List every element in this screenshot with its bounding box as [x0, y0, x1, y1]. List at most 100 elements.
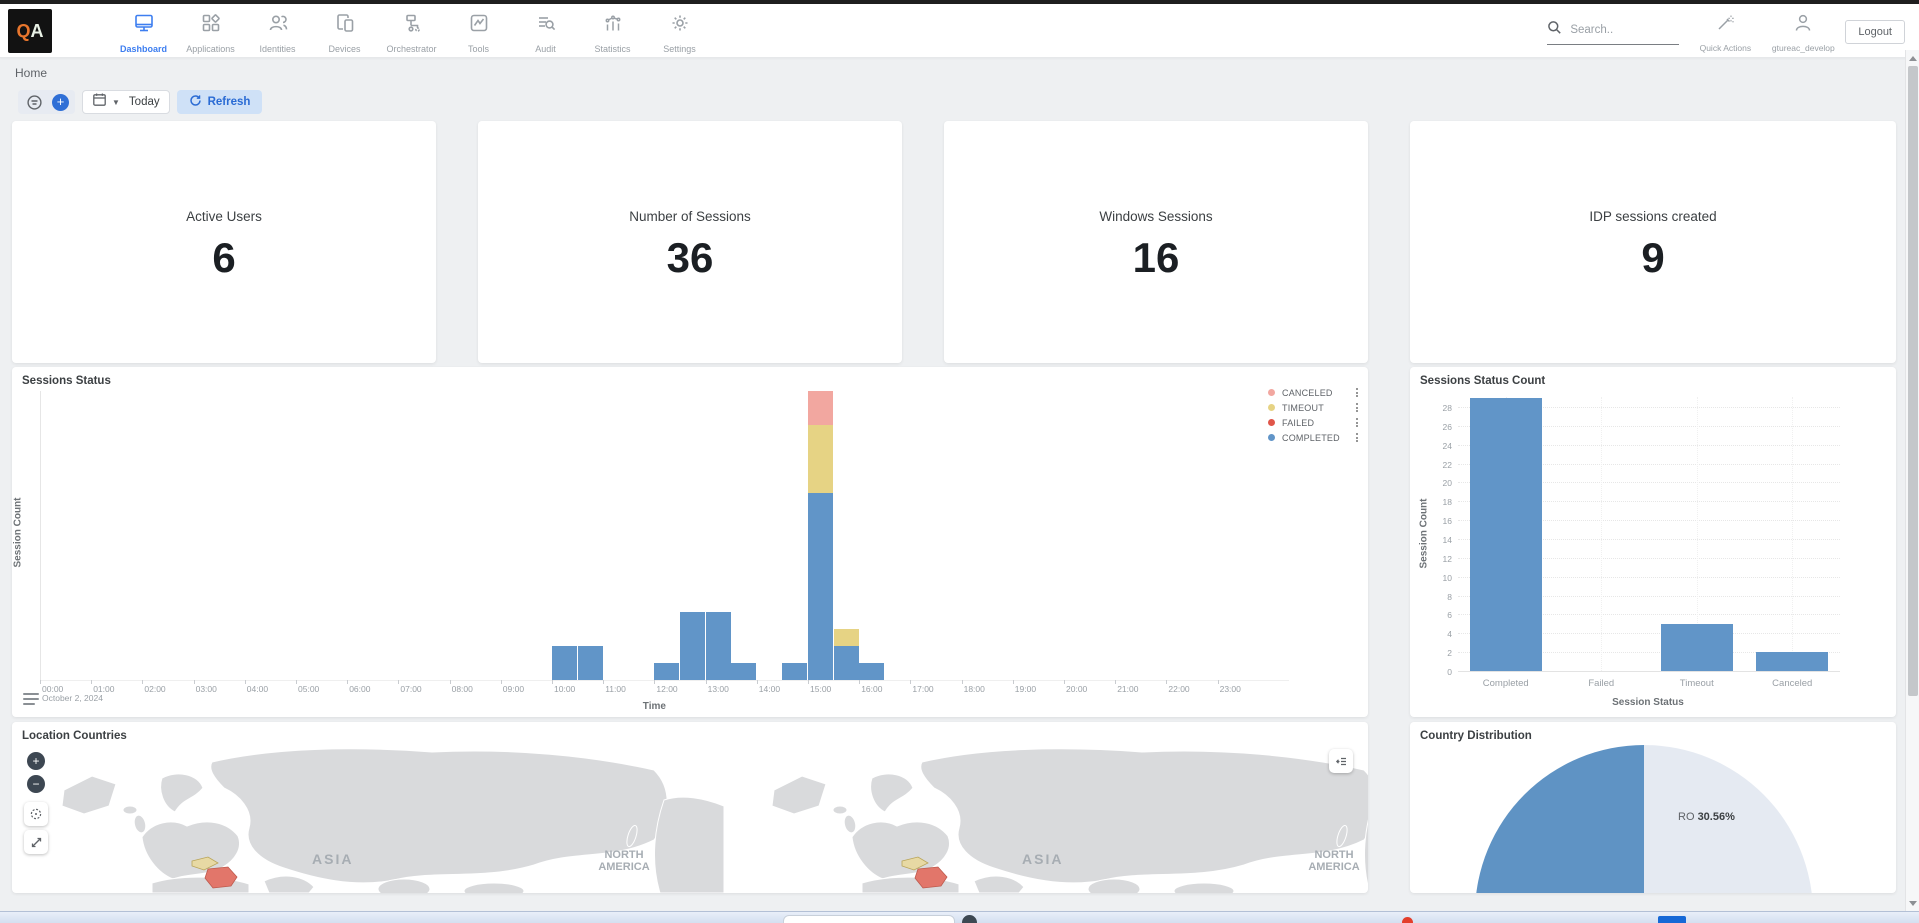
stat-label: IDP sessions created [1589, 209, 1717, 224]
scrollbar-thumb[interactable] [1908, 66, 1918, 696]
bar-segment-timeout[interactable] [833, 629, 859, 646]
page-scrollbar[interactable] [1905, 50, 1919, 911]
bar-segment-completed[interactable] [782, 663, 808, 680]
stat-card-number-of-sessions: Number of Sessions 36 [478, 121, 902, 363]
country-distribution-pie[interactable] [1475, 745, 1813, 893]
add-widget-button[interactable]: + [52, 93, 69, 111]
bar-segment-canceled[interactable] [808, 391, 833, 425]
map-legend-toggle-button[interactable] [1329, 749, 1353, 773]
nav-label: Orchestrator [386, 44, 437, 54]
legend-kebab-menu-icon[interactable] [1354, 416, 1360, 429]
bar-segment-completed[interactable] [808, 493, 833, 680]
bar-segment-completed[interactable] [833, 646, 859, 680]
nav-item-audit[interactable]: Audit [512, 4, 579, 57]
taskbar-app-icon[interactable] [1402, 917, 1413, 923]
x-tick [1115, 680, 1117, 684]
date-range-label: Today [128, 96, 160, 108]
devices-icon [334, 12, 356, 39]
chart-menu-icon[interactable] [22, 691, 40, 707]
gridline [1458, 463, 1840, 465]
nav-item-statistics[interactable]: Statistics [579, 4, 646, 57]
x-tick-label: 04:00 [246, 684, 269, 694]
y-tick-label: 4 [1447, 629, 1452, 640]
map-label-asia: ASIA [1022, 851, 1063, 867]
stat-value: 16 [1132, 234, 1180, 281]
x-tick-label: 05:00 [298, 684, 320, 694]
map-label-asia: ASIA [312, 851, 353, 867]
refresh-icon [189, 94, 202, 110]
bar-segment-completed[interactable] [705, 612, 731, 680]
x-tick-label: 21:00 [1117, 684, 1139, 694]
bar-segment-completed[interactable] [552, 646, 577, 680]
legend-kebab-menu-icon[interactable] [1354, 431, 1360, 444]
taskbar-search-box[interactable] [783, 915, 955, 923]
refresh-button[interactable]: Refresh [176, 90, 263, 114]
x-tick [347, 680, 349, 684]
x-axis-line [40, 680, 1290, 681]
legend-item-failed[interactable]: FAILED [1268, 415, 1360, 430]
logout-button[interactable]: Logout [1845, 20, 1905, 44]
count-bar-completed[interactable] [1469, 397, 1542, 671]
map-locate-button[interactable] [24, 802, 48, 826]
applications-grid-icon [200, 12, 222, 39]
gridline [1458, 501, 1840, 503]
legend-color-dot [1268, 434, 1275, 441]
map-zoom-in-button[interactable]: + [27, 752, 45, 770]
taskbar-app-icon[interactable] [962, 915, 977, 923]
category-label: Completed [1482, 678, 1529, 689]
world-map[interactable]: ASIA ASIA NORTH AMERICA NORTH AMERICA [12, 742, 1368, 893]
dashboard-toolbar: + ▼ Today Refresh [18, 90, 1919, 114]
bar-segment-completed[interactable] [680, 612, 705, 680]
vgridline [1601, 397, 1603, 671]
chart-title: Sessions Status [22, 375, 111, 387]
taskbar-app-icon[interactable] [1658, 916, 1686, 923]
stat-label: Windows Sessions [1099, 209, 1213, 224]
nav-item-orchestrator[interactable]: Orchestrator [378, 4, 445, 57]
bar-segment-completed[interactable] [859, 663, 885, 680]
bar-segment-completed[interactable] [577, 646, 603, 680]
sessions-status-plot: 00:00 01:00 02:00 03:00 04:00 05:00 06:00 07:00… [12, 367, 1368, 717]
nav-item-dashboard[interactable]: Dashboard [110, 4, 177, 57]
search-box [1547, 20, 1680, 45]
user-menu[interactable]: gtureac_develop [1771, 4, 1835, 53]
x-tick [296, 680, 297, 684]
map-expand-button[interactable] [24, 830, 48, 854]
scrollbar-down-arrow[interactable] [1906, 896, 1919, 910]
username-label: gtureac_develop [1771, 43, 1835, 53]
x-tick [756, 680, 758, 684]
count-bar-canceled[interactable] [1756, 652, 1829, 671]
vgridline [1792, 397, 1794, 671]
dashboard-icon [133, 12, 155, 39]
nav-item-devices[interactable]: Devices [311, 4, 378, 57]
scrollbar-up-arrow[interactable] [1906, 51, 1919, 65]
search-input[interactable] [1570, 24, 1675, 36]
legend-item-timeout[interactable]: TIMEOUT [1268, 400, 1360, 415]
count-bar-timeout[interactable] [1660, 623, 1733, 671]
bar-segment-completed[interactable] [731, 663, 757, 680]
legend-item-completed[interactable]: COMPLETED [1268, 430, 1360, 445]
user-icon [1792, 12, 1814, 39]
vgridline [1696, 397, 1698, 671]
legend-kebab-menu-icon[interactable] [1354, 401, 1360, 414]
filter-icon[interactable] [24, 92, 44, 112]
nav-item-applications[interactable]: Applications [177, 4, 244, 57]
bottom-row: Location Countries + − [12, 722, 1896, 893]
y-axis-title: Session Count [1418, 498, 1430, 569]
quick-actions[interactable]: Quick Actions [1693, 4, 1757, 53]
nav-item-settings[interactable]: Settings [646, 4, 713, 57]
date-range-picker[interactable]: ▼ Today [82, 90, 170, 114]
legend-color-dot [1268, 389, 1275, 396]
stat-cards-row: Active Users 6 Number of Sessions 36 Win… [12, 121, 1896, 363]
x-tick-label: 20:00 [1066, 684, 1088, 694]
legend-item-canceled[interactable]: CANCELED [1268, 385, 1360, 400]
nav-label: Tools [467, 44, 489, 54]
x-tick [40, 680, 41, 684]
bar-segment-timeout[interactable] [808, 425, 833, 493]
bar-segment-completed[interactable] [654, 663, 680, 680]
map-zoom-out-button[interactable]: − [27, 775, 45, 793]
legend-kebab-menu-icon[interactable] [1354, 386, 1360, 399]
nav-item-tools[interactable]: Tools [445, 4, 512, 57]
sessions-status-chart-card: Sessions Status CANCELED TIMEOUT FAILED COM… [12, 367, 1368, 717]
nav-item-identities[interactable]: Identities [244, 4, 311, 57]
